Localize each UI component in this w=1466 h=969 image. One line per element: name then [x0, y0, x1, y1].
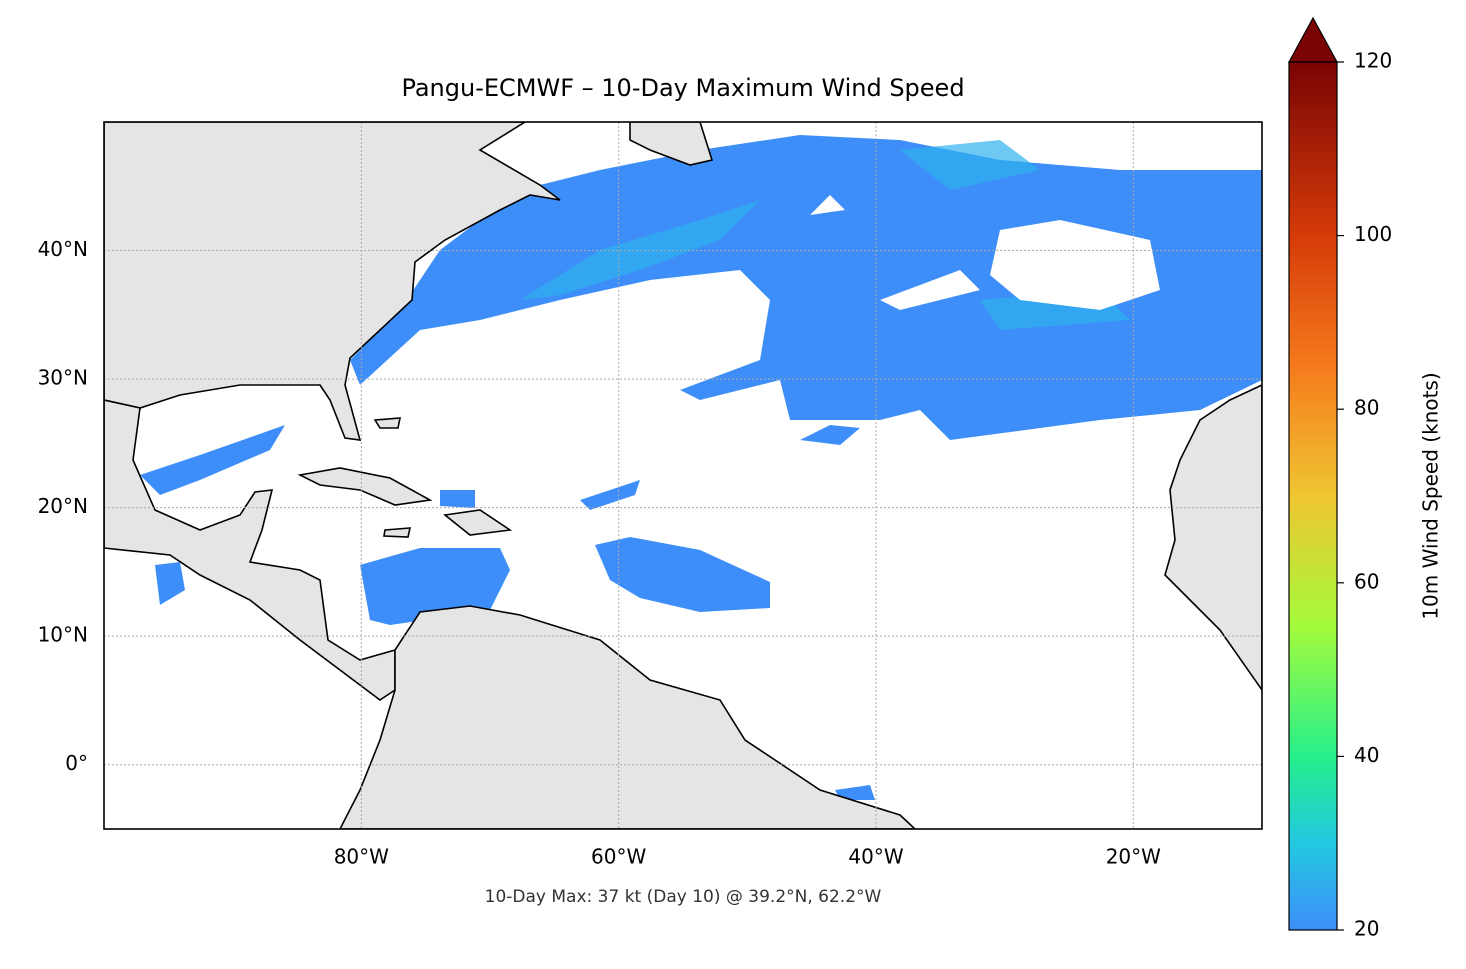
colorbar-tick-label: 40: [1354, 743, 1379, 767]
africa: [1164, 384, 1262, 692]
y-tick-label: 40°N: [38, 237, 88, 261]
wind-region: [350, 135, 1262, 440]
colorbar-frame: [1288, 61, 1338, 931]
land: [104, 122, 1262, 829]
y-tick-label: 30°N: [38, 366, 88, 390]
map-frame: [103, 121, 1263, 830]
colorbar-tick-label: 20: [1354, 917, 1379, 941]
colorbar-label: 10m Wind Speed (knots): [1419, 372, 1443, 619]
wind-region: [520, 140, 1130, 330]
grid: [104, 122, 1262, 829]
colorbar-tick-label: 60: [1354, 569, 1379, 593]
x-tick-label: 40°W: [848, 845, 903, 869]
colorbar-extension: [1287, 16, 1339, 63]
x-tick-label: 60°W: [591, 845, 646, 869]
x-tick-label: 80°W: [334, 845, 389, 869]
map-title: Pangu-ECMWF – 10-Day Maximum Wind Speed: [401, 74, 964, 102]
wind-field: [140, 135, 1262, 800]
colorbar: 10m Wind Speed (knots) 20 40 60 80 100 120: [1287, 16, 1443, 941]
y-tick-label: 20°N: [38, 494, 88, 518]
map: [104, 122, 1262, 829]
colorbar-gradient: [1289, 62, 1337, 930]
calm-region: [810, 195, 1160, 310]
colorbar-tick-label: 100: [1354, 222, 1392, 246]
annotation: 10-Day Max: 37 kt (Day 10) @ 39.2°N, 62.…: [485, 887, 882, 907]
north-america: [104, 122, 561, 441]
colorbar-tick-label: 120: [1354, 49, 1392, 73]
x-tick-label: 20°W: [1106, 845, 1161, 869]
newfoundland: [629, 122, 714, 166]
central-america: [104, 399, 396, 701]
y-tick-label: 0°: [65, 751, 88, 775]
colorbar-tick-label: 80: [1354, 396, 1379, 420]
island: [297, 417, 513, 538]
y-tick-label: 10°N: [38, 623, 88, 647]
